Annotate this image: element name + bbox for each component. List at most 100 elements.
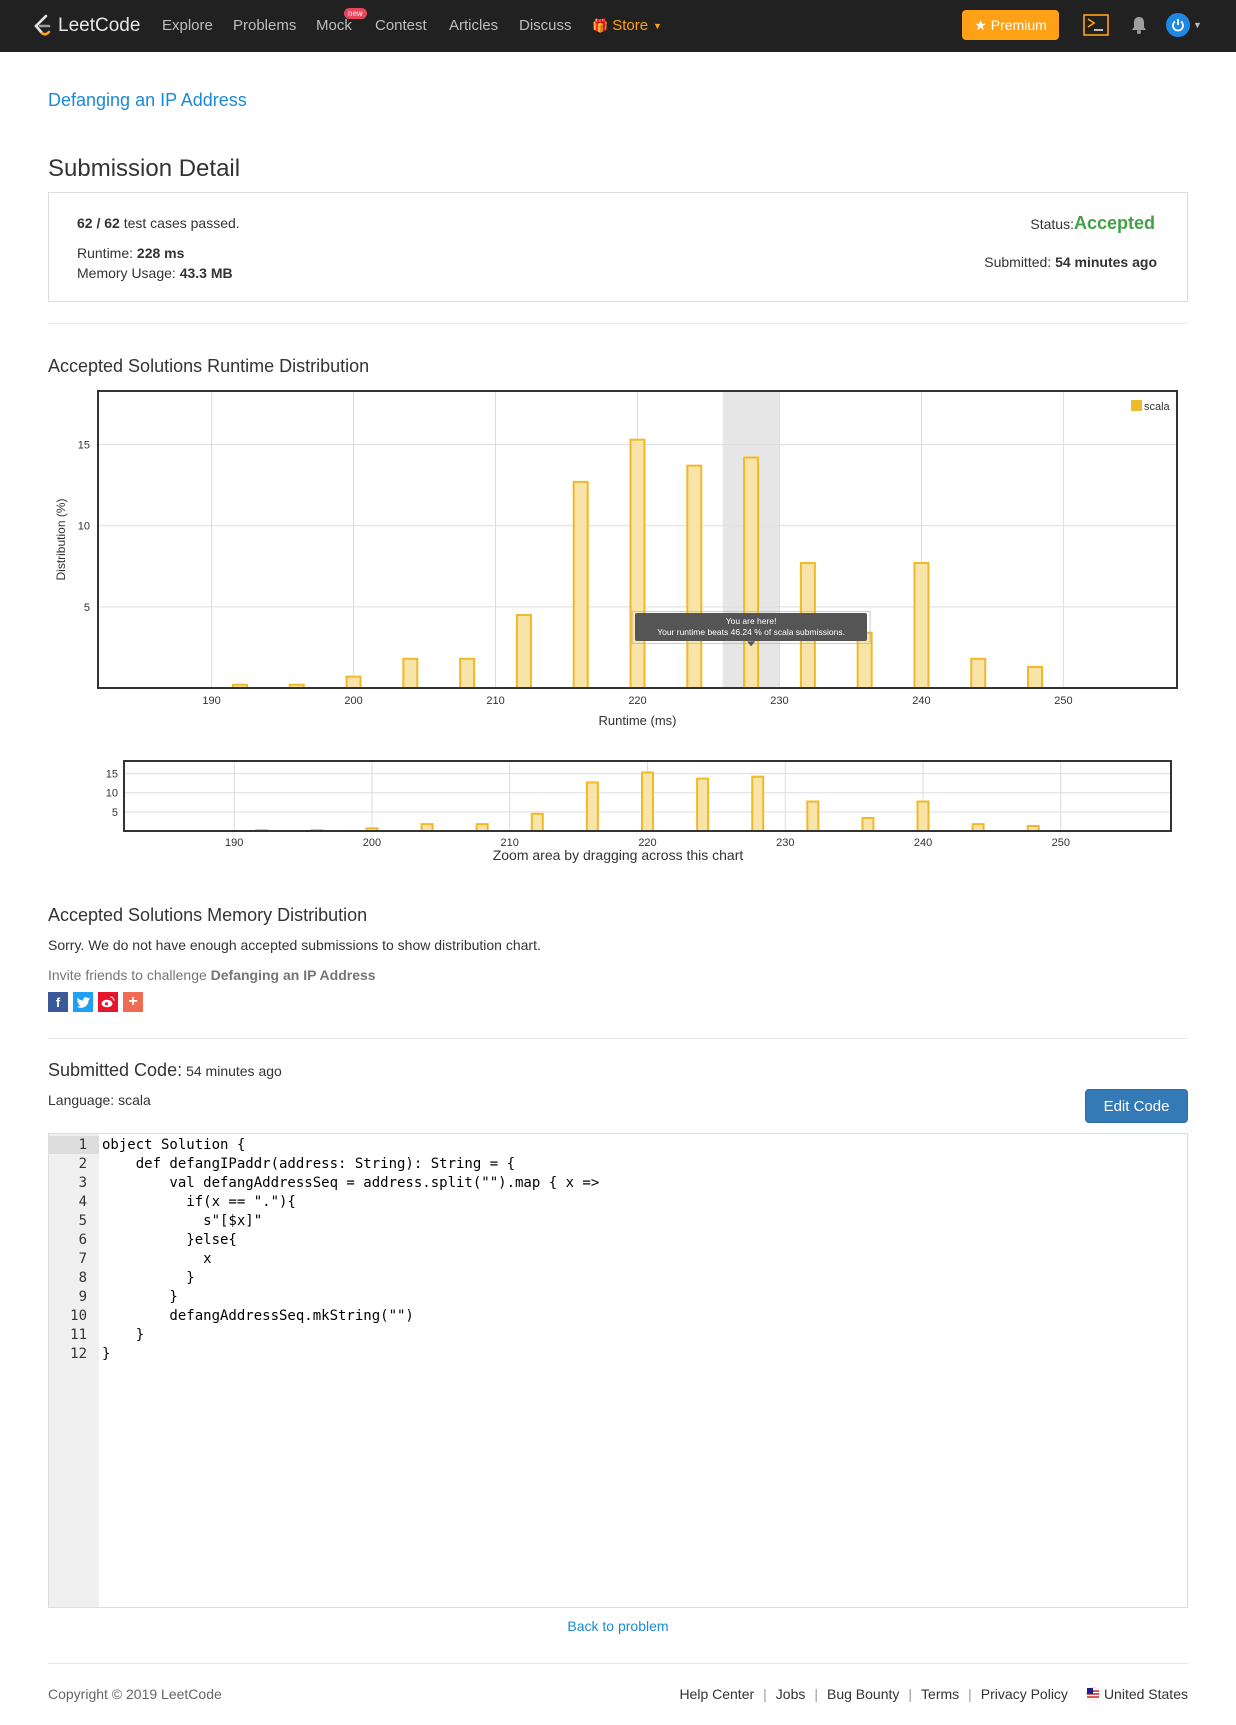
region-label: United States xyxy=(1103,1686,1188,1702)
submission-details-box: 62 / 62 test cases passed. Runtime: 228 … xyxy=(48,192,1188,302)
code-line: 6 }else{ xyxy=(49,1231,1187,1250)
line-number: 5 xyxy=(78,1213,87,1229)
navigator-x-tick-label: 200 xyxy=(363,837,381,849)
nav-discuss[interactable]: Discuss xyxy=(519,17,572,34)
logo[interactable]: LeetCode xyxy=(32,12,140,40)
histogram-bar xyxy=(515,613,532,689)
bell-icon[interactable] xyxy=(1130,15,1148,35)
premium-button[interactable]: ★ Premium xyxy=(962,10,1059,40)
nav-contest[interactable]: Contest xyxy=(375,17,427,34)
histogram-bar xyxy=(856,631,873,689)
language-label: Language: xyxy=(48,1092,119,1108)
line-number: 4 xyxy=(78,1194,87,1210)
line-number: 8 xyxy=(78,1270,87,1286)
user-power-icon[interactable] xyxy=(1166,13,1190,37)
footer-terms[interactable]: Terms xyxy=(921,1686,960,1702)
footer-privacy-policy[interactable]: Privacy Policy xyxy=(980,1686,1068,1702)
nav-mock[interactable]: Mock xyxy=(316,17,352,34)
problem-title-link[interactable]: Defanging an IP Address xyxy=(48,90,247,110)
code-text: } xyxy=(102,1346,111,1362)
navigator-y-tick-label: 15 xyxy=(106,769,118,781)
line-number: 1 xyxy=(78,1137,87,1153)
tooltip-pointer xyxy=(747,641,756,647)
runtime-tooltip: You are here! Your runtime beats 46.24 %… xyxy=(635,613,868,642)
facebook-icon[interactable]: f xyxy=(48,992,68,1012)
footer-region[interactable]: United States xyxy=(1086,1686,1188,1702)
status-line: Status: Accepted xyxy=(1030,213,1155,234)
footer-bug-bounty[interactable]: Bug Bounty xyxy=(827,1686,900,1702)
line-number: 9 xyxy=(78,1289,87,1305)
code-line: 4 if(x == "."){ xyxy=(49,1193,1187,1212)
x-axis-label: Runtime (ms) xyxy=(598,713,676,728)
x-tick-label: 230 xyxy=(770,695,788,707)
divider xyxy=(48,323,1188,324)
line-number: 10 xyxy=(70,1308,87,1324)
star-icon: ★ xyxy=(974,16,987,33)
y-tick-label: 10 xyxy=(78,521,90,533)
weibo-icon[interactable] xyxy=(98,992,118,1012)
memory-line: Memory Usage: 43.3 MB xyxy=(77,265,233,281)
navigator-x-tick-label: 190 xyxy=(225,837,243,849)
leetcode-logo-icon xyxy=(34,14,51,36)
histogram-bar xyxy=(402,657,419,690)
runtime-histogram[interactable]: 190 200 210 220 230 240 250 5 10 15 Runtime (ms) Di… xyxy=(48,385,1188,855)
terminal-icon[interactable] xyxy=(1083,13,1109,37)
back-to-problem-link[interactable]: Back to problem xyxy=(567,1618,669,1634)
code-line: 11 } xyxy=(49,1326,1187,1345)
twitter-icon[interactable] xyxy=(73,992,93,1012)
y-tick-label: 15 xyxy=(78,440,90,452)
submitted-code-title: Submitted Code: xyxy=(48,1060,183,1080)
edit-code-button[interactable]: Edit Code xyxy=(1085,1089,1188,1123)
footer-help-center[interactable]: Help Center xyxy=(679,1686,755,1702)
new-badge: new xyxy=(344,8,367,19)
submitted-code-time: 54 minutes ago xyxy=(186,1063,282,1079)
plus-icon[interactable]: + xyxy=(123,992,143,1012)
runtime-label: Runtime: xyxy=(77,245,137,261)
memory-sorry-text: Sorry. We do not have enough accepted su… xyxy=(48,937,541,953)
histogram-bar xyxy=(970,657,987,690)
histogram-bar xyxy=(459,657,476,690)
x-tick-label: 210 xyxy=(486,695,504,707)
histogram-bar xyxy=(686,464,703,690)
navigator-bar xyxy=(916,800,930,832)
submitted-code-header: Submitted Code: 54 minutes ago xyxy=(48,1060,282,1081)
code-line: 5 s"[$x]" xyxy=(49,1212,1187,1231)
tooltip-title: You are here! xyxy=(725,616,777,627)
nav-explore[interactable]: Explore xyxy=(162,17,213,34)
footer-separator: | xyxy=(763,1686,767,1702)
page-title: Submission Detail xyxy=(48,155,241,182)
status-label: Status: xyxy=(1030,216,1074,232)
navigator-border xyxy=(123,760,1172,832)
code-text: object Solution { xyxy=(102,1137,246,1153)
brand-name: LeetCode xyxy=(58,15,141,36)
navigator-bar xyxy=(751,775,765,833)
cases-total: 62 xyxy=(104,215,120,231)
gift-icon: 🎁 xyxy=(592,17,609,33)
nav-problems[interactable]: Problems xyxy=(233,17,297,34)
caret-down-icon[interactable]: ▼ xyxy=(1193,20,1202,30)
memory-label: Memory Usage: xyxy=(77,265,180,281)
runtime-line: Runtime: 228 ms xyxy=(77,245,184,261)
code-editor[interactable]: 1 object Solution {2 def defangIPaddr(add… xyxy=(48,1133,1188,1608)
zoom-caption: Zoom area by dragging across this chart xyxy=(492,847,744,863)
navigator-y-tick-label: 10 xyxy=(106,788,118,800)
code-text: s"[$x]" xyxy=(102,1213,263,1229)
navigator-bar xyxy=(420,823,434,832)
runtime-distribution-title: Accepted Solutions Runtime Distribution xyxy=(48,356,370,376)
nav-store[interactable]: 🎁 Store ▼ xyxy=(592,17,662,34)
code-text: if(x == "."){ xyxy=(102,1194,296,1210)
nav-articles[interactable]: Articles xyxy=(449,17,499,34)
code-line: 7 x xyxy=(49,1250,1187,1269)
code-text: val defangAddressSeq = address.split("")… xyxy=(102,1175,600,1191)
histogram-bar xyxy=(572,480,589,690)
language-line: Language: scala xyxy=(48,1092,151,1108)
submitted-label: Submitted: xyxy=(984,254,1056,270)
navigator-bar xyxy=(696,777,710,833)
submitted-line: Submitted: 54 minutes ago xyxy=(984,254,1157,270)
cases-separator: / xyxy=(92,215,105,231)
active-line-gutter xyxy=(49,1136,99,1154)
footer-jobs[interactable]: Jobs xyxy=(775,1686,806,1702)
footer-links: Help Center | Jobs | Bug Bounty | Terms | Pr… xyxy=(679,1686,1188,1702)
runtime-chart[interactable]: 190 200 210 220 230 240 250 5 10 15 Runtime (ms) Di… xyxy=(48,385,1188,849)
navigator-x-tick-label: 210 xyxy=(501,837,519,849)
